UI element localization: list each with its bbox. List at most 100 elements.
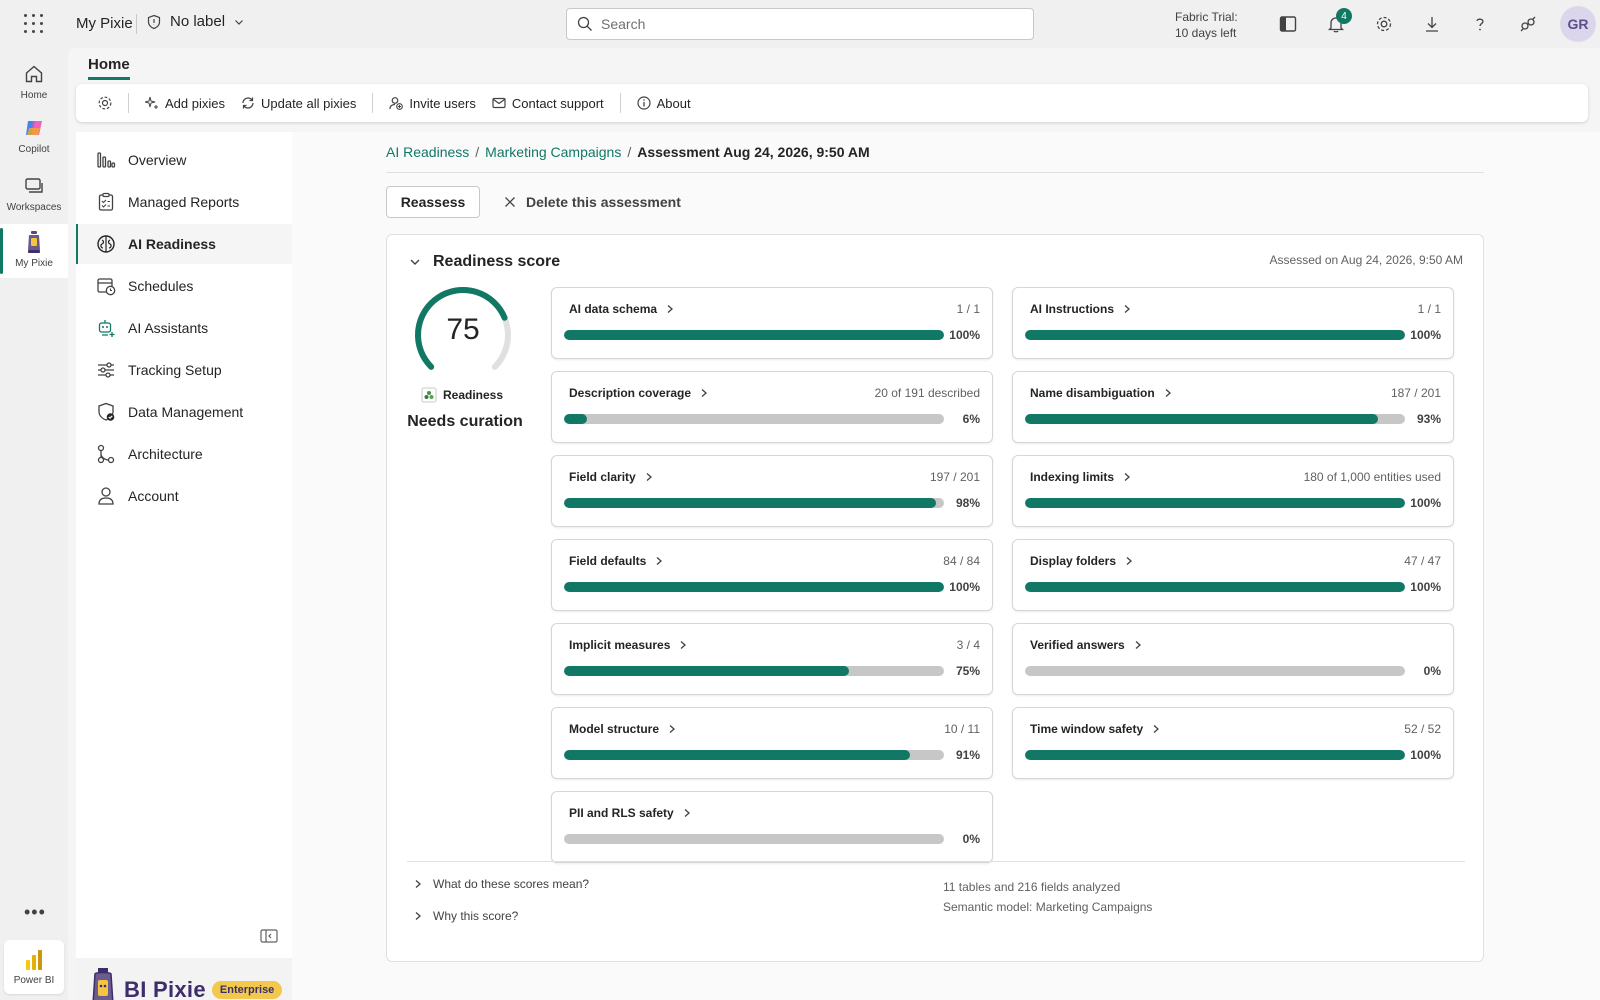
update-all-pixies-button[interactable]: Update all pixies [233, 84, 364, 122]
contact-support-button[interactable]: Contact support [484, 84, 612, 122]
rail-item-workspaces[interactable]: Workspaces [0, 166, 68, 220]
download-icon[interactable] [1420, 12, 1444, 36]
top-bar: My Pixie No label Fabric Trial: 10 days … [0, 0, 1600, 48]
sensitivity-label-picker[interactable]: No label [146, 13, 245, 30]
metric-progress-fill [564, 666, 849, 676]
delete-assessment-button[interactable]: Delete this assessment [500, 186, 685, 218]
rail-item-power-bi[interactable]: Power BI [4, 940, 64, 994]
share-icon[interactable] [1516, 12, 1540, 36]
chevron-right-icon [646, 473, 652, 481]
metric-title-link[interactable]: Time window safety [1030, 722, 1161, 736]
tab-home[interactable]: Home [88, 56, 130, 80]
close-icon [505, 197, 515, 207]
faq-why-score[interactable]: Why this score? [413, 909, 518, 923]
search-icon [577, 16, 592, 31]
gear-icon[interactable] [1372, 12, 1396, 36]
metric-title-link[interactable]: PII and RLS safety [569, 806, 692, 820]
metric-card[interactable]: Field clarity 197 / 201 98% [551, 455, 993, 527]
nav-item-schedules[interactable]: Schedules [76, 266, 292, 306]
metric-title-link[interactable]: Verified answers [1030, 638, 1143, 652]
more-icon[interactable]: ••• [24, 902, 46, 922]
chevron-right-icon [415, 880, 421, 888]
rail-item-copilot[interactable]: Copilot [0, 110, 68, 162]
invite-users-button[interactable]: Invite users [381, 84, 483, 122]
rail-label: Home [20, 90, 48, 101]
power-bi-icon [26, 950, 42, 970]
divider [136, 14, 137, 34]
readiness-header[interactable]: Readiness score [409, 253, 560, 271]
breadcrumb-marketing-campaigns[interactable]: Marketing Campaigns [485, 144, 622, 160]
metric-title-link[interactable]: Field clarity [569, 470, 654, 484]
metric-card[interactable]: Time window safety 52 / 52 100% [1012, 707, 1454, 779]
breadcrumb: AI Readiness / Marketing Campaigns / Ass… [386, 144, 870, 160]
metric-card[interactable]: Field defaults 84 / 84 100% [551, 539, 993, 611]
avatar[interactable]: GR [1560, 6, 1596, 42]
reassess-button[interactable]: Reassess [386, 186, 480, 218]
rail-item-home[interactable]: Home [0, 56, 68, 106]
search-input[interactable] [601, 16, 1021, 32]
nav-item-account[interactable]: Account [76, 476, 292, 516]
metric-title-link[interactable]: Indexing limits [1030, 470, 1132, 484]
metric-count: 1 / 1 [956, 302, 980, 316]
edition-badge: Enterprise [211, 981, 283, 999]
nav-item-data-management[interactable]: Data Management [76, 392, 292, 432]
nav-item-ai-assistants[interactable]: AI Assistants [76, 308, 292, 348]
metric-card[interactable]: AI data schema 1 / 1 100% [551, 287, 993, 359]
add-pixies-label: Add pixies [165, 95, 225, 111]
metric-percent: 91% [955, 748, 980, 762]
add-pixies-button[interactable]: Add pixies [137, 84, 233, 122]
nav-item-ai-readiness[interactable]: AI Readiness [76, 224, 292, 264]
metric-card[interactable]: Implicit measures 3 / 4 75% [551, 623, 993, 695]
metric-card[interactable]: Name disambiguation 187 / 201 93% [1012, 371, 1454, 443]
app-name[interactable]: My Pixie [76, 15, 133, 32]
metric-title-link[interactable]: Field defaults [569, 554, 664, 568]
metric-title-link[interactable]: Implicit measures [569, 638, 688, 652]
metric-percent: 0% [1423, 664, 1441, 678]
metric-progress-bar [1025, 666, 1405, 676]
metric-card[interactable]: Verified answers 0% [1012, 623, 1454, 695]
refresh-icon [242, 97, 254, 109]
metric-progress-bar [564, 582, 944, 592]
faq-scores-meaning[interactable]: What do these scores mean? [413, 877, 589, 891]
metric-card[interactable]: Indexing limits 180 of 1,000 entities use… [1012, 455, 1454, 527]
nav-item-overview[interactable]: Overview [76, 140, 292, 180]
metric-title-link[interactable]: Model structure [569, 722, 677, 736]
metric-percent: 100% [1410, 328, 1441, 342]
metric-title-link[interactable]: Name disambiguation [1030, 386, 1173, 400]
chevron-right-icon [1165, 389, 1171, 397]
metric-card[interactable]: AI Instructions 1 / 1 100% [1012, 287, 1454, 359]
nav-item-tracking-setup[interactable]: Tracking Setup [76, 350, 292, 390]
settings-button[interactable] [90, 84, 120, 122]
nav-item-managed-reports[interactable]: Managed Reports [76, 182, 292, 222]
analyzed-count: 11 tables and 216 fields analyzed [943, 880, 1121, 894]
copilot-icon [22, 116, 46, 140]
nav-item-architecture[interactable]: Architecture [76, 434, 292, 474]
metric-card[interactable]: Display folders 47 / 47 100% [1012, 539, 1454, 611]
brand-name: BI Pixie [124, 977, 206, 1000]
metric-title-link[interactable]: Description coverage [569, 386, 709, 400]
metric-card[interactable]: Model structure 10 / 11 91% [551, 707, 993, 779]
trial-status[interactable]: Fabric Trial: 10 days left [1175, 9, 1238, 41]
metric-title-link[interactable]: AI data schema [569, 302, 675, 316]
metric-percent: 0% [962, 832, 980, 846]
metric-progress-bar [564, 666, 944, 676]
left-rail: Home Copilot Workspaces My Pixie ••• Pow… [0, 48, 68, 1000]
bell-icon[interactable]: 4 [1324, 8, 1352, 36]
metric-card[interactable]: Description coverage 20 of 191 described 6… [551, 371, 993, 443]
panel-icon[interactable] [1276, 12, 1300, 36]
about-button[interactable]: About [629, 84, 699, 122]
app-launcher-icon[interactable] [24, 14, 44, 34]
metric-title-link[interactable]: AI Instructions [1030, 302, 1132, 316]
metric-count: 84 / 84 [943, 554, 980, 568]
content-canvas: Home Add pixies Update all pixies Invite… [68, 48, 1600, 1000]
help-icon[interactable] [1468, 12, 1492, 36]
metric-progress-bar [1025, 330, 1405, 340]
collapse-nav-icon[interactable] [260, 928, 278, 947]
metric-title-link[interactable]: Display folders [1030, 554, 1134, 568]
chevron-right-icon [680, 641, 687, 649]
rail-item-my-pixie[interactable]: My Pixie [0, 224, 68, 278]
metric-card[interactable]: PII and RLS safety 0% [551, 791, 993, 863]
metric-count: 197 / 201 [929, 470, 980, 484]
search-box[interactable] [566, 8, 1034, 40]
breadcrumb-ai-readiness[interactable]: AI Readiness [386, 144, 470, 160]
